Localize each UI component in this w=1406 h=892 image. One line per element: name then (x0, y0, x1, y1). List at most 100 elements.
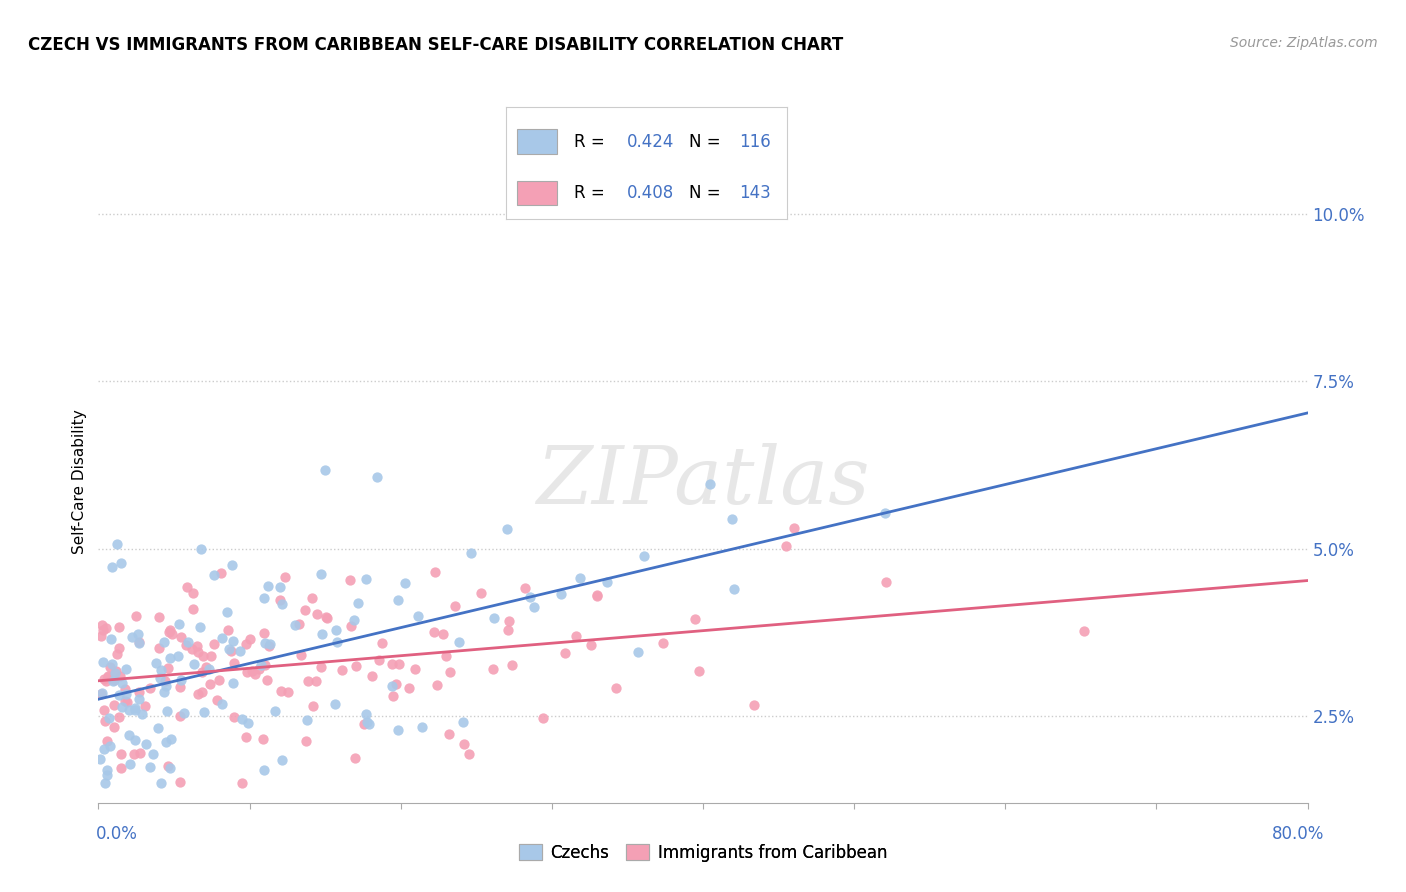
Point (217, 623, 239, 637)
Point (515, 581, 537, 595)
Point (148, 610, 170, 624)
Point (387, 723, 409, 738)
Point (190, 541, 212, 556)
Point (259, 637, 281, 651)
Point (259, 639, 281, 653)
Point (294, 603, 316, 617)
Point (605, 681, 627, 695)
Point (93, 742, 115, 756)
Point (309, 567, 332, 582)
Point (103, 720, 125, 734)
Text: 0.424: 0.424 (627, 133, 675, 151)
Point (356, 715, 378, 730)
Point (398, 681, 420, 695)
Point (633, 549, 655, 563)
Point (198, 662, 221, 676)
Point (449, 634, 471, 648)
Point (114, 694, 136, 708)
Point (221, 558, 243, 573)
Point (287, 617, 309, 632)
Point (190, 685, 212, 699)
Point (254, 635, 277, 649)
Point (270, 683, 292, 698)
Point (271, 753, 294, 767)
Point (176, 580, 198, 594)
Point (231, 712, 253, 726)
Point (139, 681, 162, 695)
Point (256, 673, 278, 687)
Point (181, 586, 204, 600)
Point (519, 591, 541, 605)
Point (156, 704, 179, 718)
Point (783, 521, 806, 535)
Point (110, 700, 132, 714)
Point (257, 578, 280, 592)
Point (93, 673, 115, 687)
Point (167, 648, 190, 663)
Point (236, 665, 259, 679)
Point (139, 760, 162, 774)
Point (120, 757, 142, 772)
Point (128, 635, 150, 649)
Point (387, 657, 409, 671)
Point (181, 601, 204, 615)
Point (423, 624, 446, 639)
Point (111, 676, 134, 690)
Point (381, 689, 404, 703)
Point (368, 653, 391, 667)
Point (496, 522, 519, 536)
Point (699, 477, 721, 491)
Point (110, 761, 132, 775)
Point (252, 731, 274, 746)
Point (186, 639, 208, 653)
Point (344, 659, 367, 673)
Text: 80.0%: 80.0% (1272, 825, 1324, 843)
Point (423, 566, 446, 580)
Point (326, 635, 349, 649)
Point (150, 775, 173, 790)
Point (361, 669, 384, 683)
Point (105, 537, 128, 551)
Point (170, 673, 193, 687)
Point (208, 673, 231, 688)
Point (240, 664, 263, 678)
Point (481, 662, 503, 676)
Point (295, 734, 318, 748)
Point (250, 658, 273, 673)
Text: R =: R = (574, 133, 610, 151)
Point (343, 751, 366, 765)
Point (269, 592, 291, 607)
Point (170, 630, 193, 644)
Point (96, 621, 118, 635)
Point (339, 573, 361, 587)
Point (193, 705, 215, 719)
Point (224, 710, 246, 724)
Point (160, 627, 183, 641)
Point (169, 680, 191, 694)
Point (243, 667, 266, 681)
Point (156, 759, 179, 773)
Point (115, 695, 138, 709)
Point (202, 637, 225, 651)
Y-axis label: Self-Care Disability: Self-Care Disability (72, 409, 87, 554)
Point (115, 662, 138, 676)
FancyBboxPatch shape (517, 129, 557, 153)
Point (103, 698, 125, 713)
Point (586, 588, 609, 602)
Point (347, 596, 370, 610)
Point (224, 657, 246, 671)
Point (128, 635, 150, 649)
Point (198, 677, 221, 691)
Point (451, 715, 474, 730)
Point (235, 637, 257, 651)
Point (411, 720, 433, 734)
Point (91, 686, 114, 700)
Point (183, 657, 205, 672)
Point (290, 648, 312, 662)
Point (124, 703, 146, 717)
Point (96, 768, 118, 782)
Point (484, 611, 506, 625)
Point (98, 711, 121, 725)
Point (155, 735, 177, 749)
Point (145, 657, 167, 671)
